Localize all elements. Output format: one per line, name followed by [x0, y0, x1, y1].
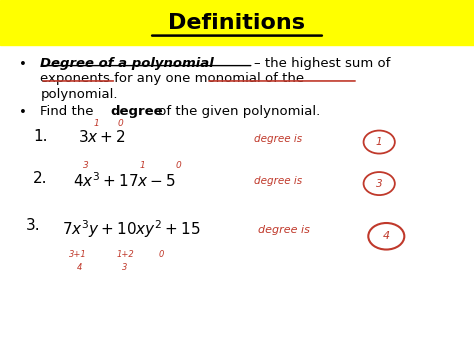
Text: •: •: [19, 106, 27, 119]
Text: 1: 1: [376, 137, 383, 147]
Text: degree is: degree is: [254, 134, 302, 144]
Text: Find the: Find the: [40, 105, 98, 118]
Text: degree is: degree is: [258, 225, 310, 235]
Text: Degree of a polynomial: Degree of a polynomial: [40, 57, 214, 69]
Text: – the highest sum of: – the highest sum of: [254, 57, 390, 69]
Text: 3.: 3.: [26, 218, 41, 233]
Text: 1+2: 1+2: [116, 250, 134, 259]
Text: Definitions: Definitions: [168, 13, 306, 33]
Text: 3: 3: [122, 263, 128, 273]
Text: of the given polynomial.: of the given polynomial.: [154, 105, 320, 118]
Text: degree: degree: [110, 105, 163, 118]
Text: 2.: 2.: [33, 171, 48, 186]
Text: 3: 3: [376, 179, 383, 188]
Text: 4: 4: [383, 231, 390, 241]
Text: 1.: 1.: [33, 129, 48, 144]
Text: $4x^3+17x-5$: $4x^3+17x-5$: [73, 171, 176, 190]
Text: polynomial.: polynomial.: [40, 88, 118, 101]
Text: •: •: [19, 58, 27, 70]
Text: 0: 0: [175, 161, 181, 170]
Text: 3+1: 3+1: [69, 250, 86, 259]
Text: 0: 0: [118, 119, 123, 128]
Text: degree is: degree is: [254, 176, 302, 186]
Text: 4: 4: [77, 263, 82, 273]
Text: 0: 0: [159, 250, 164, 259]
Text: $3x+2$: $3x+2$: [78, 129, 126, 145]
Text: 1: 1: [93, 119, 99, 128]
FancyBboxPatch shape: [0, 0, 474, 45]
Text: 3: 3: [83, 161, 89, 170]
Text: $7x^3y+10xy^2+15$: $7x^3y+10xy^2+15$: [62, 218, 200, 240]
Text: 1: 1: [140, 161, 146, 170]
Text: exponents for any one monomial of the: exponents for any one monomial of the: [40, 72, 304, 85]
